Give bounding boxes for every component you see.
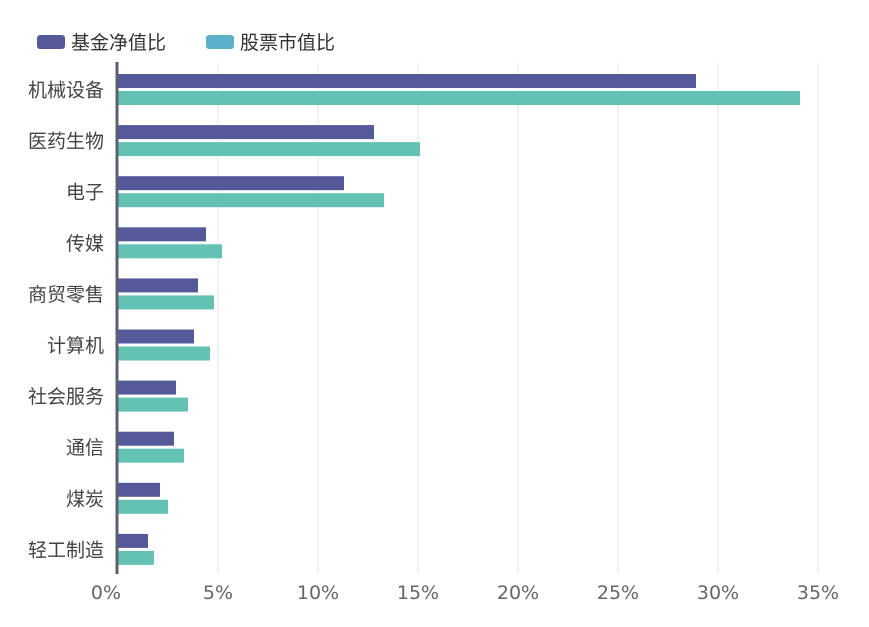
x-tick-label: 35% (797, 582, 839, 604)
bar-fund-nav (118, 380, 176, 395)
category-label: 传媒 (66, 233, 104, 255)
x-tick-label: 30% (697, 582, 739, 604)
bar-fund-nav (118, 125, 374, 140)
bar-fund-nav (118, 431, 174, 446)
x-tick-label: 15% (397, 582, 439, 604)
x-tick-label: 0% (91, 582, 121, 604)
category-label: 医药生物 (28, 131, 104, 153)
legend-label-stock-market-value: 股票市值比 (240, 32, 335, 54)
bar-fund-nav (118, 278, 198, 293)
category-label: 社会服务 (28, 386, 104, 408)
legend-swatch-fund-nav (37, 35, 65, 49)
legend: 基金净值比 股票市值比 (37, 32, 335, 54)
bar-stock-market-value (118, 346, 210, 361)
category-label: 轻工制造 (28, 539, 104, 561)
bar-fund-nav (118, 176, 344, 191)
bars (118, 74, 800, 565)
x-axis-tick-labels: 0% 5% 10% 15% 20% 25% 30% 35% (91, 582, 839, 604)
category-label: 通信 (66, 437, 104, 459)
category-label: 机械设备 (28, 80, 104, 102)
bar-fund-nav (118, 329, 194, 344)
bar-fund-nav (118, 482, 160, 497)
bar-stock-market-value (118, 91, 800, 105)
bar-fund-nav (118, 533, 148, 548)
category-label: 煤炭 (66, 488, 104, 510)
bar-stock-market-value (118, 550, 154, 565)
bar-stock-market-value (118, 295, 214, 310)
bar-stock-market-value (118, 142, 420, 157)
bar-fund-nav (118, 74, 696, 88)
bar-stock-market-value (118, 499, 168, 514)
category-label: 电子 (66, 182, 104, 204)
bar-stock-market-value (118, 397, 188, 412)
x-tick-label: 5% (203, 582, 233, 604)
bar-fund-nav (118, 227, 206, 242)
legend-swatch-stock-market-value (206, 35, 234, 49)
category-label: 商贸零售 (28, 284, 104, 306)
bar-stock-market-value (118, 193, 384, 208)
category-label: 计算机 (47, 335, 104, 357)
x-tick-label: 20% (497, 582, 539, 604)
legend-label-fund-nav: 基金净值比 (71, 32, 166, 54)
x-tick-label: 25% (597, 582, 639, 604)
x-tick-label: 10% (297, 582, 339, 604)
bar-stock-market-value (118, 244, 222, 259)
bar-stock-market-value (118, 448, 184, 463)
